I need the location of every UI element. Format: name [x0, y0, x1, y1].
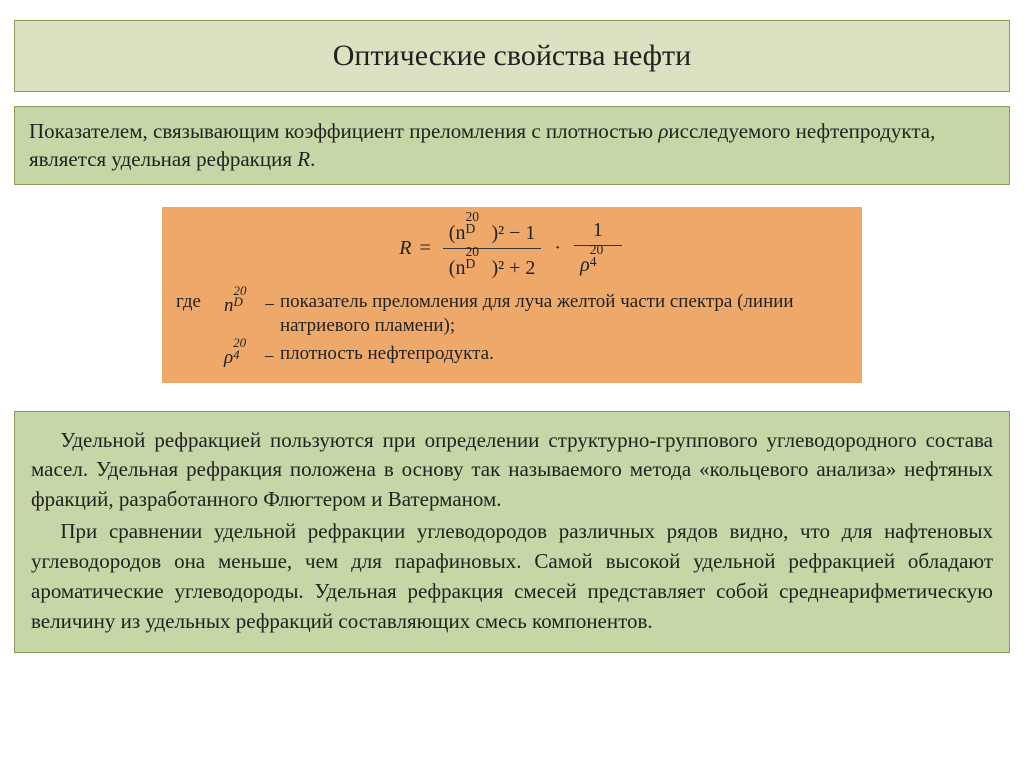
- den-open: (n: [449, 257, 466, 279]
- legend-text-rho: плотность нефтепродукта.: [280, 342, 848, 367]
- fraction-rho: 1 ρ204: [574, 219, 622, 277]
- legend-row-n: где n20D − показатель преломления для лу…: [176, 290, 848, 339]
- legend-sym-n: n20D −: [224, 290, 280, 319]
- legend-sym-rho: ρ204 −: [224, 342, 280, 371]
- num-tail: )² − 1: [491, 222, 535, 244]
- rho-symbol: ρ: [658, 119, 668, 143]
- body-paragraph-1: Удельной рефракцией пользуются при опред…: [31, 426, 993, 515]
- formula-block: R= (n20D)² − 1 (n20D)² + 2 · 1 ρ204 где …: [162, 207, 862, 383]
- fraction-main: (n20D)² − 1 (n20D)² + 2: [443, 217, 542, 280]
- den-tail: )² + 2: [491, 257, 535, 279]
- intro-part1: Показателем, связывающим коэффициент пре…: [29, 119, 658, 143]
- body-paragraph-2: При сравнении удельной рефракции углевод…: [31, 517, 993, 636]
- legend-text-n: показатель преломления для луча желтой ч…: [280, 290, 848, 339]
- intro-part3: .: [310, 147, 315, 171]
- rho-den: ρ: [580, 254, 590, 276]
- slide-title: Оптические свойства нефти: [14, 20, 1010, 92]
- nd-supsub-num: 20D: [465, 217, 491, 239]
- r-symbol: R: [297, 147, 310, 171]
- formula-equation: R= (n20D)² − 1 (n20D)² + 2 · 1 ρ204: [176, 217, 848, 280]
- body-text-box: Удельной рефракцией пользуются при опред…: [14, 411, 1010, 654]
- legend-row-rho: ρ204 − плотность нефтепродукта.: [176, 342, 848, 371]
- rho-supsub: 204: [590, 249, 616, 271]
- nd-supsub-den: 20D: [465, 252, 491, 274]
- num-open: (n: [449, 222, 466, 244]
- eq-R: R: [399, 237, 415, 259]
- eq-equals: =: [416, 237, 435, 259]
- multiply-dot: ·: [549, 237, 566, 259]
- intro-text-box: Показателем, связывающим коэффициент пре…: [14, 106, 1010, 185]
- legend-where: где: [176, 290, 224, 315]
